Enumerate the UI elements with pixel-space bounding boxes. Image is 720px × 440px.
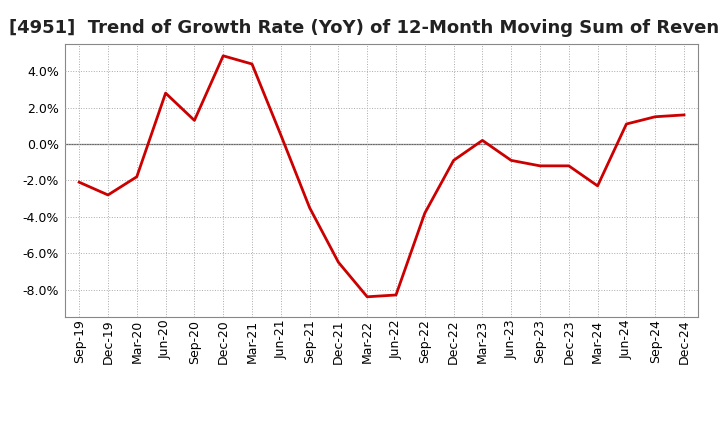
Title: [4951]  Trend of Growth Rate (YoY) of 12-Month Moving Sum of Revenues: [4951] Trend of Growth Rate (YoY) of 12-… [9, 19, 720, 37]
